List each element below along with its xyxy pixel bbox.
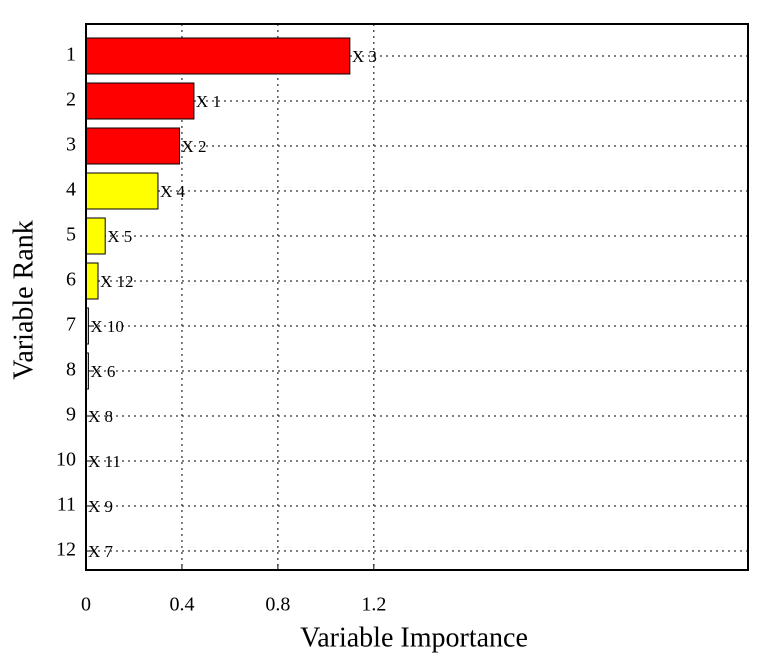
x-tick-label: 1.2 [361,594,386,616]
bar-label: X 11 [88,452,121,471]
bar [85,82,195,120]
bar [85,37,351,75]
bar-label: X 10 [90,317,124,336]
x-tick-label: 0.4 [169,594,194,616]
bar-label: X 2 [182,137,207,156]
y-tick-label: 10 [56,449,76,471]
y-tick-label: 12 [56,539,76,561]
bar [85,262,99,300]
x-tick-label: 0.8 [265,594,290,616]
y-tick-label: 4 [66,179,76,201]
y-tick-label: 1 [66,44,76,66]
y-tick-label: 7 [66,314,76,336]
y-tick-label: 6 [66,269,76,291]
bar [85,172,159,210]
bar-label: X 7 [88,542,114,561]
bar [85,217,106,255]
bar-label: X 4 [160,182,186,201]
y-tick-label: 3 [66,134,76,156]
y-tick-label: 9 [66,404,76,426]
bar-label: X 8 [88,407,113,426]
bar-label: X 6 [90,362,115,381]
bar [85,127,181,165]
bar-label: X 3 [352,47,377,66]
x-tick-label: 0 [81,594,91,616]
plot-area [86,24,748,570]
y-tick-label: 8 [66,359,76,381]
x-axis-label: Variable Importance [300,622,528,653]
y-tick-label: 2 [66,89,76,111]
bar-label: X 12 [100,272,134,291]
plot-frame [85,23,749,571]
y-tick-label: 11 [57,494,76,516]
bar-label: X 1 [196,92,221,111]
y-axis-label: Variable Rank [8,220,39,379]
y-tick-label: 5 [66,224,76,246]
bar-label: X 9 [88,497,113,516]
bar-label: X 5 [107,227,132,246]
